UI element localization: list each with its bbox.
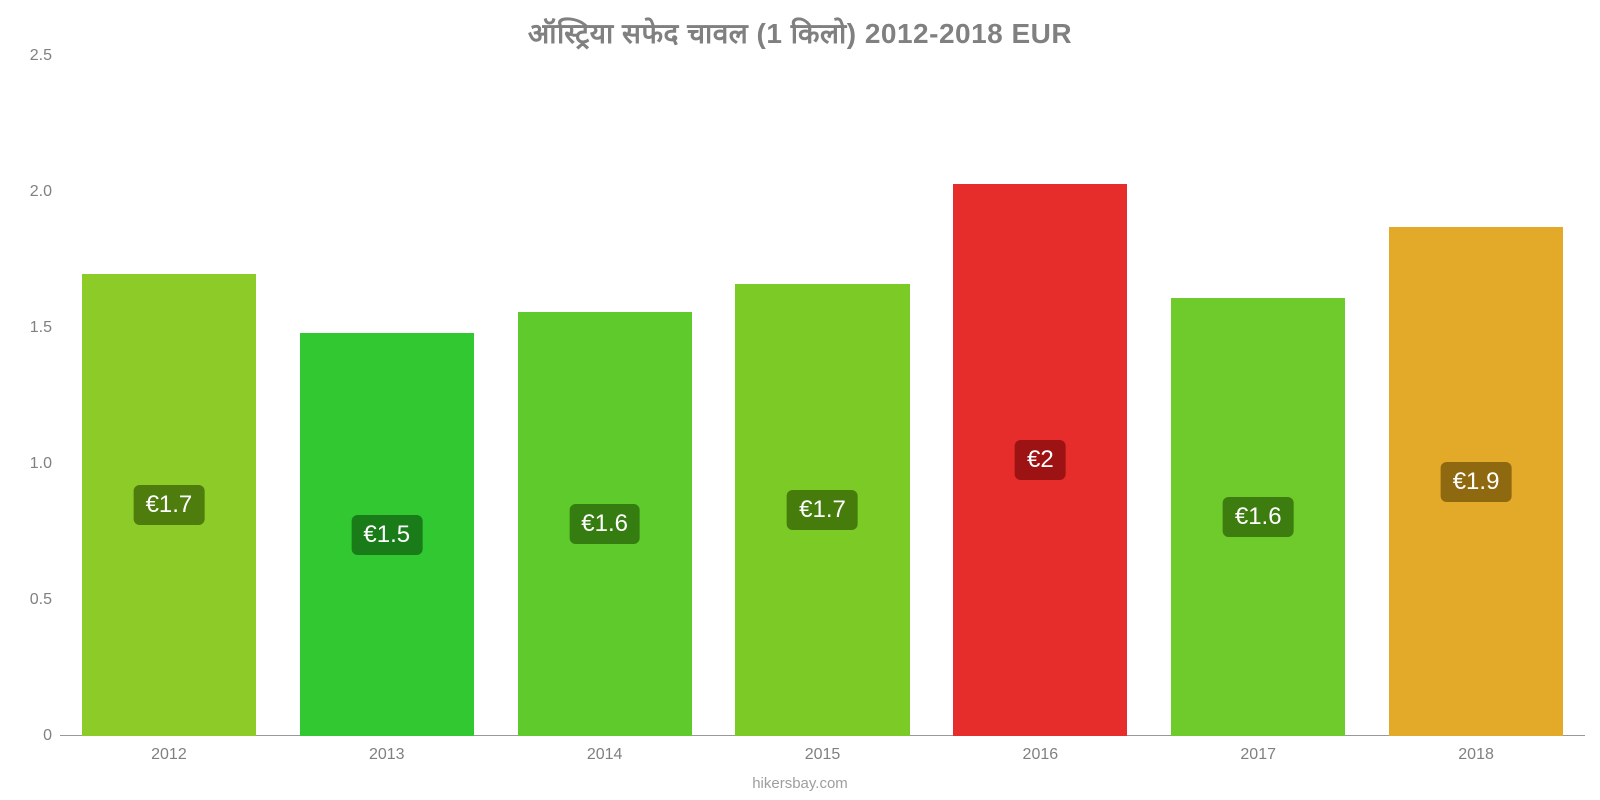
bar: €1.7 xyxy=(82,274,256,736)
chart-title: ऑस्ट्रिया सफेद चावल (1 किलो) 2012-2018 E… xyxy=(0,14,1600,52)
y-tick-label: 1.0 xyxy=(8,455,52,473)
price-chart: ऑस्ट्रिया सफेद चावल (1 किलो) 2012-2018 E… xyxy=(0,0,1600,800)
bar-value-label: €1.6 xyxy=(569,504,640,544)
x-tick-label: 2012 xyxy=(151,746,187,764)
y-tick-label: 2.5 xyxy=(8,47,52,65)
bar: €1.5 xyxy=(300,333,474,736)
y-tick-label: 1.5 xyxy=(8,319,52,337)
y-tick-label: 0.5 xyxy=(8,591,52,609)
bar-value-label: €1.6 xyxy=(1223,497,1294,537)
x-tick-label: 2015 xyxy=(805,746,841,764)
x-tick-label: 2018 xyxy=(1458,746,1494,764)
bar-value-label: €1.9 xyxy=(1441,462,1512,502)
plot-area: 00.51.01.52.02.5€1.72012€1.52013€1.62014… xyxy=(60,56,1585,736)
x-tick-label: 2014 xyxy=(587,746,623,764)
y-tick-label: 2.0 xyxy=(8,183,52,201)
bar-value-label: €1.7 xyxy=(134,485,205,525)
x-tick-label: 2017 xyxy=(1240,746,1276,764)
bar: €1.7 xyxy=(735,284,909,736)
bar-value-label: €1.7 xyxy=(787,490,858,530)
y-tick-label: 0 xyxy=(8,727,52,745)
bar-value-label: €1.5 xyxy=(351,515,422,555)
bar: €1.6 xyxy=(518,312,692,736)
x-tick-label: 2016 xyxy=(1023,746,1059,764)
x-tick-label: 2013 xyxy=(369,746,405,764)
bar: €2 xyxy=(953,184,1127,736)
bar: €1.9 xyxy=(1389,227,1563,736)
attribution-text: hikersbay.com xyxy=(0,775,1600,792)
bar-value-label: €2 xyxy=(1015,440,1066,480)
bar: €1.6 xyxy=(1171,298,1345,736)
